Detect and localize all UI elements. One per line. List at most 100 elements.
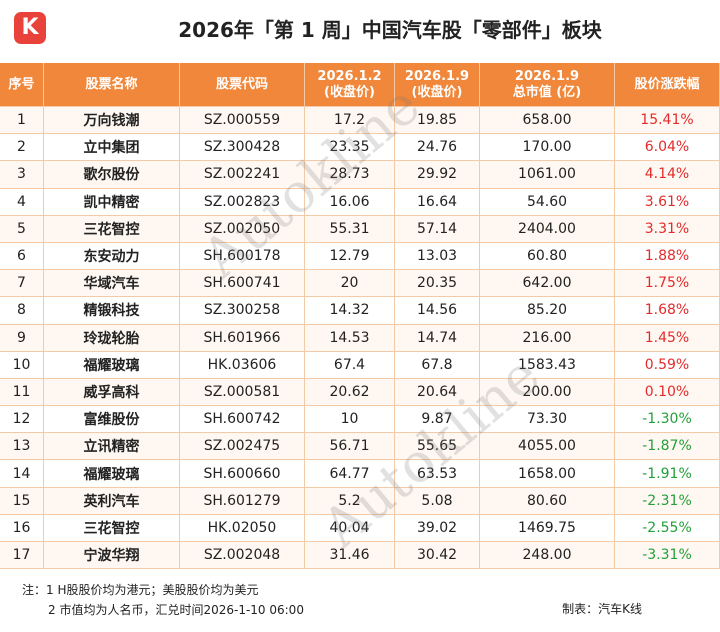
cell: 29.92 xyxy=(395,161,480,189)
cell: 4 xyxy=(0,188,44,216)
cell: 8 xyxy=(0,297,44,325)
cell: 威孚高科 xyxy=(44,378,180,407)
data-row: 11 威孚高科 SZ.000581 20.62 20.64 200.00 0.10% xyxy=(0,378,720,407)
cell: 15 xyxy=(0,487,44,515)
cell: 富维股份 xyxy=(44,406,180,434)
cell: SZ.002241 xyxy=(180,161,305,189)
data-row: 9 玲珑轮胎 SH.601966 14.53 14.74 216.00 1.45% xyxy=(0,324,720,352)
cell: 14.53 xyxy=(305,324,395,352)
cell: 5.2 xyxy=(305,487,395,515)
cell: 16.06 xyxy=(305,188,395,216)
cell: 642.00 xyxy=(480,270,615,298)
cell: 万向钱潮 xyxy=(44,107,180,135)
cell: 16 xyxy=(0,514,44,542)
cell: 英利汽车 xyxy=(44,487,180,515)
cell: 14.56 xyxy=(395,297,480,325)
cell: 60.80 xyxy=(480,242,615,271)
header-cell: 股票名称 xyxy=(44,63,180,107)
logo: K xyxy=(14,12,46,44)
data-row: 14 福耀玻璃 SH.600660 64.77 63.53 1658.00 -1.91% xyxy=(0,460,720,488)
data-row: 7 华域汽车 SH.600741 20 20.35 642.00 1.75% xyxy=(0,270,720,298)
cell: -2.31% xyxy=(615,487,720,515)
cell: SZ.300428 xyxy=(180,134,305,162)
cell: SZ.002050 xyxy=(180,215,305,243)
cell: 凯中精密 xyxy=(44,188,180,216)
cell: HK.03606 xyxy=(180,351,305,379)
header-text: (收盘价) xyxy=(324,84,375,100)
cell: 55.31 xyxy=(305,215,395,243)
cell: SH.600741 xyxy=(180,270,305,298)
cell: 13.03 xyxy=(395,242,480,271)
header-text: 股票代码 xyxy=(215,76,268,92)
cell: 57.14 xyxy=(395,215,480,243)
data-row: 5 三花智控 SZ.002050 55.31 57.14 2404.00 3.31% xyxy=(0,215,720,243)
cell: SZ.300258 xyxy=(180,297,305,325)
cell: 9 xyxy=(0,324,44,352)
cell: 5 xyxy=(0,215,44,243)
cell: 55.65 xyxy=(395,433,480,461)
cell: 4055.00 xyxy=(480,433,615,461)
cell: 2404.00 xyxy=(480,215,615,243)
cell: 15.41% xyxy=(615,107,720,135)
cell: 13 xyxy=(0,433,44,461)
header-cell: 股票代码 xyxy=(180,63,305,107)
cell: 3 xyxy=(0,161,44,189)
header-cell: 序号 xyxy=(0,63,44,107)
cell: 1 xyxy=(0,107,44,135)
data-row: 6 东安动力 SH.600178 12.79 13.03 60.80 1.88% xyxy=(0,242,720,271)
cell: SH.600742 xyxy=(180,406,305,434)
cell: 80.60 xyxy=(480,487,615,515)
data-row: 12 富维股份 SH.600742 10 9.87 73.30 -1.30% xyxy=(0,406,720,434)
note: 注：1 H股股价均为港元；美股股价均为美元 xyxy=(22,583,259,597)
data-row: 4 凯中精密 SZ.002823 16.06 16.64 54.60 3.61% xyxy=(0,188,720,216)
cell: 10 xyxy=(305,406,395,434)
cell: 1.88% xyxy=(615,242,720,271)
cell: SZ.002048 xyxy=(180,542,305,570)
cell: 64.77 xyxy=(305,460,395,488)
cell: 精锻科技 xyxy=(44,297,180,325)
cell: 170.00 xyxy=(480,134,615,162)
cell: 3.61% xyxy=(615,188,720,216)
data-row: 17 宁波华翔 SZ.002048 31.46 30.42 248.00 -3.31% xyxy=(0,542,720,570)
header-text: 股价涨跌幅 xyxy=(634,76,700,92)
cell: 9.87 xyxy=(395,406,480,434)
cell: -1.87% xyxy=(615,433,720,461)
cell: 31.46 xyxy=(305,542,395,570)
data-row: 2 立中集团 SZ.300428 23.35 24.76 170.00 6.04% xyxy=(0,134,720,162)
cell: 39.02 xyxy=(395,514,480,542)
cell: 24.76 xyxy=(395,134,480,162)
cell: 12.79 xyxy=(305,242,395,271)
header-text: 2026.1.9 xyxy=(514,68,580,84)
cell: 63.53 xyxy=(395,460,480,488)
data-row: 13 立讯精密 SZ.002475 56.71 55.65 4055.00 -1.87% xyxy=(0,433,720,461)
credit: 制表：汽车K线 xyxy=(562,602,642,616)
cell: 56.71 xyxy=(305,433,395,461)
cell: 54.60 xyxy=(480,188,615,216)
table: 序号 股票名称 股票代码 2026.1.2 (收盘价) 2026.1.9 (收盘价) 2026… xyxy=(0,63,720,570)
cell: 17 xyxy=(0,542,44,570)
cell: 1.68% xyxy=(615,297,720,325)
cell: 5.08 xyxy=(395,487,480,515)
cell: 1658.00 xyxy=(480,460,615,488)
cell: 7 xyxy=(0,270,44,298)
cell: 立中集团 xyxy=(44,134,180,162)
cell: 85.20 xyxy=(480,297,615,325)
cell: -3.31% xyxy=(615,542,720,570)
data-row: 10 福耀玻璃 HK.03606 67.4 67.8 1583.43 0.59% xyxy=(0,351,720,379)
cell: 1.45% xyxy=(615,324,720,352)
title: 2026年「第 1 周」中国汽车股「零部件」板块 xyxy=(178,18,602,42)
cell: 宁波华翔 xyxy=(44,542,180,570)
cell: 华域汽车 xyxy=(44,270,180,298)
cell: 658.00 xyxy=(480,107,615,135)
cell: 14 xyxy=(0,460,44,488)
cell: 30.42 xyxy=(395,542,480,570)
cell: SH.601966 xyxy=(180,324,305,352)
cell: 1061.00 xyxy=(480,161,615,189)
cell: 248.00 xyxy=(480,542,615,570)
cell: 28.73 xyxy=(305,161,395,189)
header-text: 股票名称 xyxy=(85,76,138,92)
cell: 2 xyxy=(0,134,44,162)
cell: SZ.000581 xyxy=(180,378,305,407)
header-cell: 2026.1.9 总市值 (亿) xyxy=(480,63,615,107)
